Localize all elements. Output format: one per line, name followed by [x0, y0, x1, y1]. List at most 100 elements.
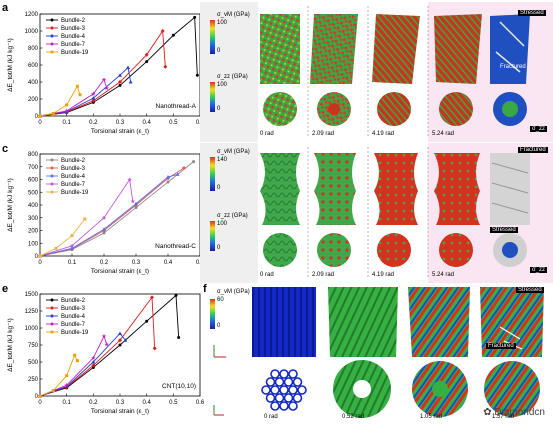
chart-annotation: Nanothread-C	[155, 243, 196, 250]
data-point	[104, 85, 109, 91]
legend-marker-bundle-4	[50, 174, 54, 178]
panel-d-fractured-tag: Fractured	[518, 147, 548, 153]
data-point	[118, 343, 122, 347]
x-axis-label: Torsional strain (ε_t)	[91, 268, 149, 275]
data-point	[102, 227, 106, 231]
y-tick-label: 0	[35, 254, 39, 260]
data-point	[70, 246, 74, 250]
data-point	[171, 33, 175, 37]
panel-f-cross-0	[258, 364, 310, 416]
panel-f-frame-2: 1.05 rad	[420, 414, 443, 420]
data-point	[166, 180, 170, 184]
panel-d-frame-0: 0 rad	[260, 272, 274, 278]
x-tick-label: 0.2	[89, 120, 98, 126]
cnt-ring	[274, 393, 285, 403]
data-point	[91, 98, 96, 103]
legend-marker-bundle-3	[50, 306, 54, 310]
data-point	[118, 338, 122, 343]
cnt-ring	[274, 377, 285, 387]
panel-f-stressed-tag: Stressed	[516, 287, 544, 293]
panel-b-cross-fractured-core	[502, 101, 518, 117]
panel-f-cross-2-core	[432, 381, 448, 397]
data-point	[174, 293, 178, 297]
data-point	[91, 91, 96, 96]
legend-label-bundle-7: Bundle-7	[61, 42, 86, 48]
data-point	[91, 355, 96, 361]
y-tick-label: 1500	[25, 292, 39, 298]
y-axis-label: ΔE_tot/M (kJ kg⁻¹)	[7, 178, 14, 232]
legend-marker-bundle-2	[50, 18, 54, 22]
x-tick-label: 0.2	[89, 400, 98, 406]
cnt-ring	[297, 385, 307, 395]
data-point	[163, 64, 168, 69]
panel-d-svg	[200, 143, 553, 283]
panel-d-cbar-top-max: 140	[217, 157, 228, 163]
panel-f-cross-3	[484, 361, 540, 417]
data-point	[91, 96, 96, 100]
data-point	[134, 201, 138, 206]
panel-d-cross-1	[317, 233, 351, 267]
x-tick-label: 0.1	[62, 120, 71, 126]
data-point	[166, 174, 170, 179]
watermark: ✿ Diamondcn	[483, 407, 545, 418]
cnt-ring	[288, 401, 298, 411]
y-axis-label: ΔE_tot/M (kJ kg⁻¹)	[7, 318, 14, 372]
data-point	[75, 359, 79, 363]
series-line-bundle-19	[39, 85, 81, 117]
panel-b-frame-1: 2.09 rad	[312, 131, 335, 137]
data-point	[70, 234, 74, 238]
legend-marker-bundle-7	[50, 322, 54, 326]
panel-b-cross-3	[439, 92, 473, 126]
panel-b: σ_vM (GPa) 100 0 σ_zz (GPa) 100 0 0 rad …	[200, 2, 553, 142]
y-tick-label: 1250	[25, 309, 39, 315]
y-tick-label: 700	[28, 165, 39, 171]
data-point	[193, 15, 197, 19]
x-tick-label: 0	[38, 400, 42, 406]
legend-label-bundle-7: Bundle-7	[61, 322, 86, 328]
panel-f-svg	[210, 287, 544, 418]
chart-a: 00.10.20.30.40.50.6020040060080010001200…	[0, 4, 210, 144]
legend-label-bundle-4: Bundle-4	[61, 174, 86, 180]
panel-b-fracture-lines	[495, 21, 525, 73]
series-line-bundle-4	[39, 332, 126, 397]
panel-letter-a: a	[2, 2, 9, 14]
cnt-ring	[279, 369, 289, 379]
y-tick-label: 1000	[25, 29, 39, 35]
legend-label-bundle-19: Bundle-19	[61, 50, 89, 56]
data-point	[38, 394, 42, 398]
panel-b-fractured-tag: Fractured	[500, 64, 526, 70]
watermark-text: Diamondcn	[494, 407, 545, 418]
chart-c-svg: 00.10.20.30.40.5010020030040050060070080…	[7, 152, 205, 275]
cnt-ring	[265, 377, 276, 387]
data-point	[101, 333, 107, 339]
panel-d-bg-0	[200, 143, 258, 283]
cnt-ring	[288, 369, 298, 379]
panel-b-side-0	[260, 14, 300, 84]
legend-label-bundle-2: Bundle-2	[61, 18, 86, 24]
panel-f-cbar-max: 60	[217, 297, 224, 303]
panel-d-fractured-lines	[491, 162, 529, 214]
data-point	[75, 84, 79, 88]
panel-b-inset-tag: σ_zz	[530, 126, 548, 132]
data-point	[144, 52, 149, 57]
legend-marker-bundle-19	[50, 330, 54, 334]
series-line-bundle-4	[39, 173, 178, 257]
x-tick-label: 0	[38, 260, 42, 266]
panel-d-colorbar-bottom	[210, 221, 215, 251]
cnt-ring	[279, 385, 289, 395]
x-tick-label: 0.3	[116, 400, 125, 406]
x-tick-label: 0.4	[142, 400, 151, 406]
legend-label-bundle-3: Bundle-3	[61, 306, 86, 312]
y-tick-label: 800	[28, 46, 39, 52]
legend-label-bundle-3: Bundle-3	[61, 166, 86, 172]
panel-d-cbar-bottom-min: 0	[217, 245, 221, 251]
y-tick-label: 0	[35, 394, 39, 400]
data-point	[91, 360, 96, 364]
x-tick-label: 0.2	[100, 260, 109, 266]
panel-f-cbar-label: σ_vM (GPa)	[217, 289, 250, 295]
panel-letter-c: c	[2, 143, 9, 155]
panel-f-colorbar	[210, 299, 215, 329]
y-tick-label: 1200	[25, 12, 39, 18]
panel-letter-f: f	[203, 283, 207, 295]
panel-b-frame-2: 4.19 rad	[372, 131, 395, 137]
